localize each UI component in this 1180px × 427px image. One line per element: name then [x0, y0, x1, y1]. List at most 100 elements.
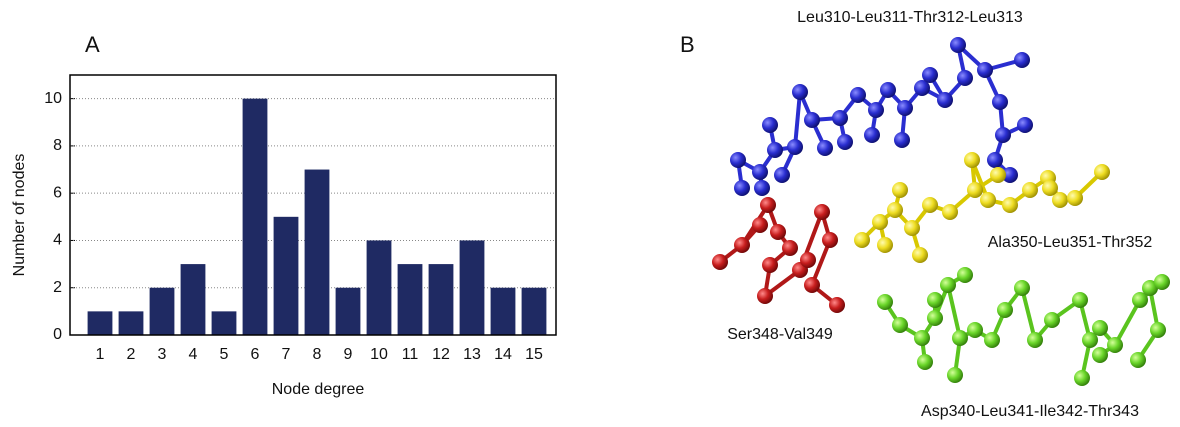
y-tick-label: 0 [53, 326, 62, 343]
y-tick-label: 6 [53, 184, 62, 201]
atom [814, 204, 830, 220]
atom [1154, 274, 1170, 290]
atom [990, 167, 1006, 183]
y-axis-title: Number of nodes [11, 154, 28, 277]
atom [892, 317, 908, 333]
atom [897, 100, 913, 116]
atom [967, 322, 983, 338]
atom [762, 117, 778, 133]
x-tick-label: 11 [402, 346, 419, 363]
figure: A Number of nodes Node degree 0 2 4 6 8 10 12 3… [0, 0, 1180, 427]
atom [997, 302, 1013, 318]
atom [940, 277, 956, 293]
x-tick-label: 8 [313, 346, 322, 363]
x-tick-label: 6 [251, 346, 260, 363]
atom [1067, 190, 1083, 206]
fragment-label: Asp340-Leu341-Ile342-Thr343 [921, 403, 1139, 420]
atom [877, 294, 893, 310]
bar [119, 311, 144, 335]
atom [800, 252, 816, 268]
atom [964, 152, 980, 168]
x-tick-label: 10 [370, 346, 388, 363]
atom [829, 297, 845, 313]
atom [894, 132, 910, 148]
x-axis-title: Node degree [272, 381, 365, 398]
atom [792, 84, 808, 100]
atom [868, 102, 884, 118]
atom [850, 87, 866, 103]
bond [1022, 288, 1035, 340]
atom [1072, 292, 1088, 308]
panel-label: A [85, 32, 100, 57]
atom [992, 94, 1008, 110]
bond [795, 92, 800, 147]
atom [892, 182, 908, 198]
atom [1150, 322, 1166, 338]
atom [952, 330, 968, 346]
bond [948, 285, 960, 338]
atom [864, 127, 880, 143]
atom [1014, 52, 1030, 68]
atom [757, 288, 773, 304]
atom [770, 224, 786, 240]
x-tick-label: 9 [344, 346, 353, 363]
atom [782, 240, 798, 256]
x-tick-label: 3 [158, 346, 167, 363]
atom [752, 164, 768, 180]
atom [1074, 370, 1090, 386]
atom [927, 292, 943, 308]
atom [1094, 164, 1110, 180]
x-tick-label: 5 [220, 346, 229, 363]
x-tick-label: 13 [463, 346, 481, 363]
bar [212, 311, 237, 335]
atom [942, 204, 958, 220]
atom [1002, 197, 1018, 213]
atom [734, 237, 750, 253]
x-tick-label: 4 [189, 346, 198, 363]
atom [760, 197, 776, 213]
y-tick-label: 2 [53, 279, 62, 296]
y-tick-label: 4 [53, 232, 62, 249]
atom [754, 180, 770, 196]
atom [1014, 280, 1030, 296]
atom [804, 112, 820, 128]
bar [429, 264, 454, 335]
atom [804, 277, 820, 293]
bar [367, 240, 392, 335]
atom [734, 180, 750, 196]
atom [977, 62, 993, 78]
atom [767, 142, 783, 158]
atom [880, 82, 896, 98]
bar [491, 288, 516, 335]
atom [752, 217, 768, 233]
atom [762, 257, 778, 273]
x-tick-label: 7 [282, 346, 291, 363]
atom [984, 332, 1000, 348]
y-tick-label: 8 [53, 137, 62, 154]
atom [817, 140, 833, 156]
atom [712, 254, 728, 270]
bar [460, 240, 485, 335]
bar [398, 264, 423, 335]
atom [854, 232, 870, 248]
atom [1092, 320, 1108, 336]
atom [980, 192, 996, 208]
atom [957, 70, 973, 86]
atom [957, 267, 973, 283]
atom [950, 37, 966, 53]
atom [1017, 117, 1033, 133]
atom [837, 134, 853, 150]
fragment-label: Ala350-Leu351-Thr352 [988, 234, 1153, 251]
fragment-label: Leu310-Leu311-Thr312-Leu313 [797, 9, 1023, 26]
bar [243, 99, 268, 335]
x-tick-label: 14 [494, 346, 512, 363]
atom [937, 92, 953, 108]
x-tick-label: 12 [432, 346, 450, 363]
atom [912, 247, 928, 263]
atom [832, 110, 848, 126]
panel-label: B [680, 32, 695, 57]
atom [872, 214, 888, 230]
bar [274, 217, 299, 335]
atom [967, 182, 983, 198]
atom [917, 354, 933, 370]
